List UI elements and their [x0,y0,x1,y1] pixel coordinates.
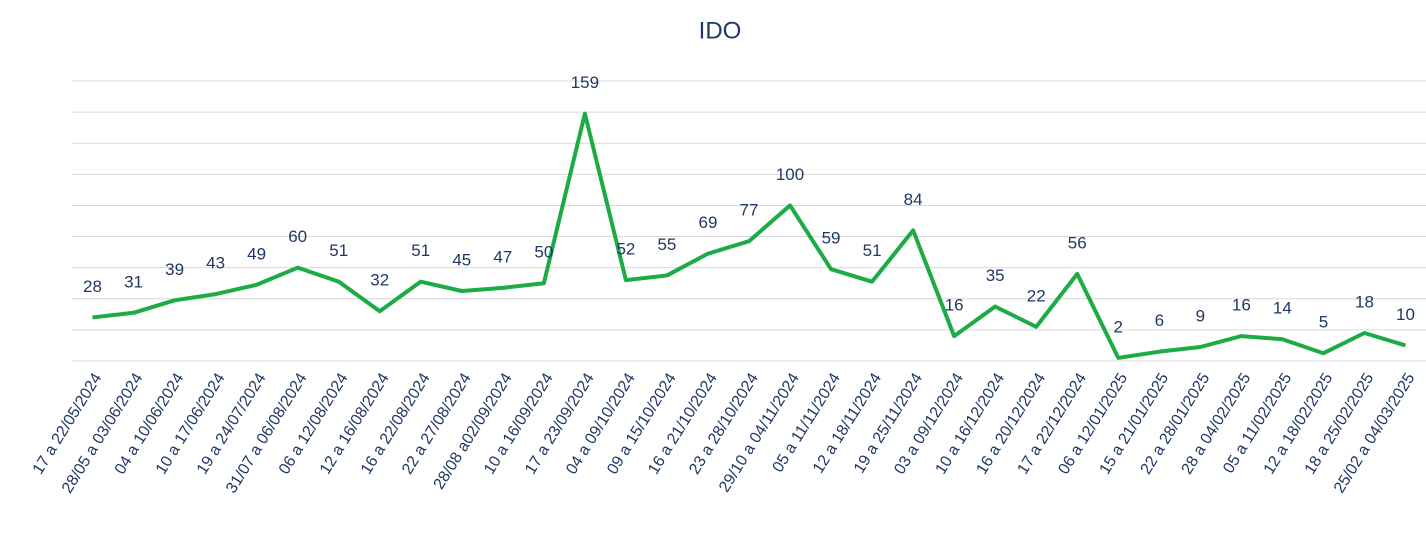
data-label: 51 [329,241,348,260]
data-label: 51 [411,241,430,260]
data-label: 49 [247,244,266,263]
chart-title: IDO [699,17,742,44]
data-label: 56 [1068,233,1087,252]
data-label: 45 [452,250,471,269]
data-label: 69 [699,213,718,232]
data-label: 9 [1196,306,1205,325]
data-label: 6 [1155,311,1164,330]
data-label: 32 [370,271,389,290]
data-label: 16 [945,296,964,315]
data-label: 52 [616,240,635,259]
data-label: 16 [1232,296,1251,315]
data-label: 159 [571,73,599,92]
data-label: 77 [740,201,759,220]
series-line [92,111,1407,360]
data-label: 22 [1027,286,1046,305]
data-label: 35 [986,266,1005,285]
data-label: 10 [1396,305,1415,324]
data-label: 50 [534,243,553,262]
data-label: 60 [288,227,307,246]
data-label: 39 [165,260,184,279]
data-label: 5 [1319,313,1328,332]
data-label: 55 [657,235,676,254]
x-tick-label: 25/02 a 04/03/2025 [1331,370,1419,496]
data-label: 51 [863,241,882,260]
data-label: 59 [822,229,841,248]
data-label: 14 [1273,299,1292,318]
data-label: 84 [904,190,923,209]
data-label: 47 [493,247,512,266]
data-label: 2 [1114,317,1123,336]
data-label: 28 [83,277,102,296]
data-label: 31 [124,272,143,291]
x-tick-label: 28/08 a02/09/2024 [431,370,516,492]
data-label: 43 [206,254,225,273]
data-label: 100 [776,165,804,184]
data-label: 18 [1355,292,1374,311]
